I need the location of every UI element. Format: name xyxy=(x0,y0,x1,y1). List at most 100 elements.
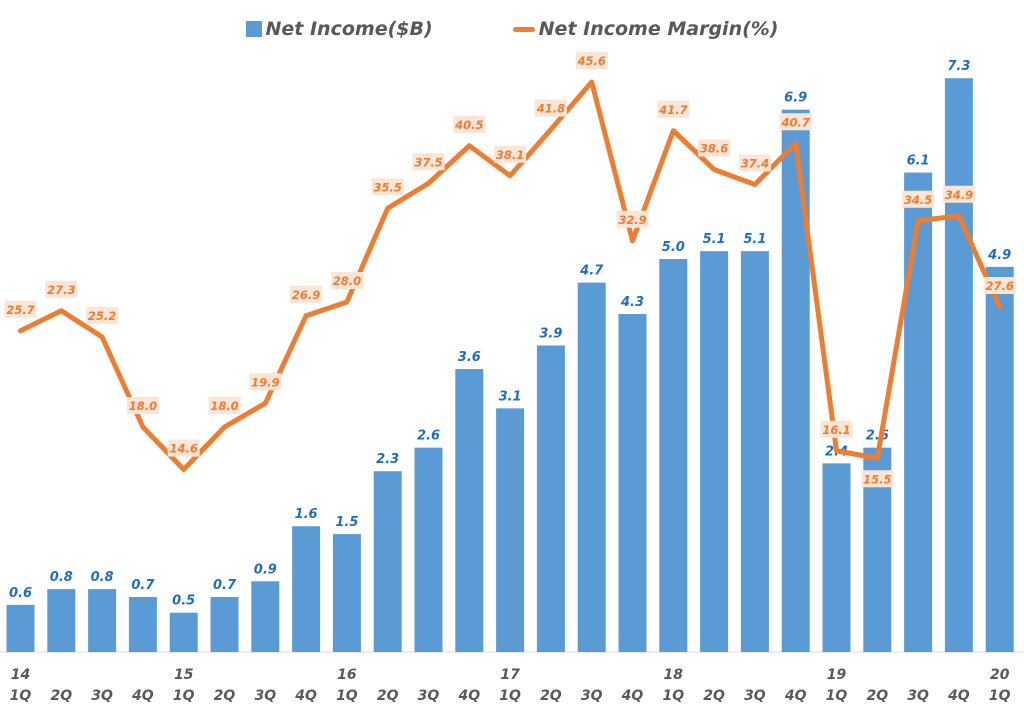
bar xyxy=(822,463,851,652)
bar-data-label: 0.5 xyxy=(172,594,195,609)
x-tick-quarter-label: 1Q xyxy=(336,688,358,704)
line-data-label: 38.1 xyxy=(496,148,524,162)
x-tick-quarter-label: 4Q xyxy=(784,688,807,704)
x-tick-quarter-label: 1Q xyxy=(499,688,521,704)
x-tick-quarter-label: 3Q xyxy=(254,688,276,704)
bar xyxy=(740,251,769,652)
bar xyxy=(88,589,117,652)
line-data-label-bg xyxy=(412,153,445,171)
x-tick-quarter-label: 1Q xyxy=(10,688,32,704)
bar-data-label: 0.9 xyxy=(254,562,277,577)
line-data-label-bg xyxy=(45,280,78,298)
x-tick-year-label: 20 xyxy=(990,667,1010,683)
bar xyxy=(292,526,321,652)
line-data-label-bg xyxy=(902,190,935,208)
line-data-label: 27.6 xyxy=(986,279,1014,293)
line-data-label: 18.0 xyxy=(210,399,238,413)
bar-data-label: 4.9 xyxy=(987,248,1011,263)
bar-data-label: 0.6 xyxy=(9,586,32,601)
x-tick-quarter-label: 3Q xyxy=(91,688,113,704)
line-data-label: 34.5 xyxy=(904,193,932,207)
x-tick-quarter-label: 4Q xyxy=(947,688,970,704)
bar xyxy=(659,259,688,652)
line-data-label: 45.6 xyxy=(577,54,606,68)
line-data-label-bg xyxy=(4,300,37,318)
bar xyxy=(618,314,647,652)
line-data-label-bg xyxy=(820,420,853,438)
bar xyxy=(455,369,484,652)
bar xyxy=(904,172,933,653)
line-data-label: 32.9 xyxy=(618,213,646,227)
legend-line-swatch xyxy=(512,26,535,32)
bar xyxy=(128,596,157,652)
line-data-label: 37.5 xyxy=(414,155,442,169)
line-data-label: 41.8 xyxy=(536,102,565,116)
line-data-label-bg xyxy=(616,210,649,228)
bar-data-label: 0.8 xyxy=(50,570,73,585)
line-data-label-bg xyxy=(494,145,527,163)
line-data-label-bg xyxy=(861,470,894,488)
x-tick-quarter-label: 3Q xyxy=(418,688,440,704)
line-data-label: 40.5 xyxy=(454,118,483,132)
x-tick-quarter-label: 2Q xyxy=(214,688,236,704)
x-tick-quarter-label: 4Q xyxy=(457,688,480,704)
bar xyxy=(332,534,361,652)
bar-data-label: 0.8 xyxy=(91,570,114,585)
bar-data-label: 2.6 xyxy=(866,429,889,444)
line-data-label: 16.1 xyxy=(822,423,850,437)
x-tick-year-label: 17 xyxy=(500,667,520,683)
line-data-label: 41.7 xyxy=(658,103,687,117)
bar-data-label: 5.1 xyxy=(703,232,726,247)
legend: Net Income($B) Net Income Margin(%) xyxy=(0,18,1024,40)
line-data-label: 26.9 xyxy=(292,288,320,302)
bar-data-label: 7.3 xyxy=(947,59,970,74)
line-data-label-bg xyxy=(208,397,241,414)
line-data-label: 18.0 xyxy=(129,399,157,413)
legend-label: Net Income($B) xyxy=(265,18,433,40)
x-tick-quarter-label: 4Q xyxy=(294,688,317,704)
bar-data-label: 0.7 xyxy=(213,578,237,593)
line-data-label-bg xyxy=(126,397,159,414)
line-data-label-bg xyxy=(330,272,363,289)
line-data-label-bg xyxy=(575,52,608,69)
bar-data-label: 2.6 xyxy=(417,429,440,444)
legend-item-margin: Net Income Margin(%) xyxy=(512,18,779,40)
bar xyxy=(47,589,76,652)
x-tick-year-label: 16 xyxy=(337,667,357,683)
bar xyxy=(251,581,280,652)
line-data-label-bg xyxy=(738,154,771,172)
bar-data-label: 4.7 xyxy=(579,264,604,279)
line-data-label-bg xyxy=(983,277,1016,294)
bar-data-label: 4.3 xyxy=(620,295,644,310)
bar-data-label: 1.6 xyxy=(295,507,318,522)
bar xyxy=(373,471,402,652)
bar-data-label: 3.9 xyxy=(539,326,562,341)
line-data-label: 25.2 xyxy=(88,309,116,323)
x-tick-quarter-label: 4Q xyxy=(621,688,644,704)
bar xyxy=(577,282,606,652)
line-data-label: 14.6 xyxy=(170,442,198,456)
line-data-label-bg xyxy=(290,285,323,303)
legend-label: Net Income Margin(%) xyxy=(538,18,779,40)
line-data-label: 37.4 xyxy=(741,157,769,171)
bar-data-label: 5.0 xyxy=(662,240,685,255)
bar-data-label: 5.1 xyxy=(743,232,766,247)
bar xyxy=(210,596,239,652)
line-data-label-bg xyxy=(371,178,404,196)
x-tick-year-label: 18 xyxy=(664,667,684,683)
x-tick-year-label: 15 xyxy=(174,667,194,683)
bar xyxy=(944,78,973,653)
line-data-label: 19.9 xyxy=(251,375,279,389)
x-tick-quarter-label: 4Q xyxy=(131,688,154,704)
bar xyxy=(169,612,198,652)
line-data-label: 25.7 xyxy=(6,303,34,317)
line-data-label: 35.5 xyxy=(374,180,402,194)
bar xyxy=(496,408,525,652)
bar xyxy=(985,266,1014,652)
x-tick-quarter-label: 3Q xyxy=(581,688,603,704)
legend-item-net-income: Net Income($B) xyxy=(245,18,433,40)
x-tick-year-label: 14 xyxy=(11,667,30,683)
line-data-label: 27.3 xyxy=(47,283,75,297)
legend-bar-swatch xyxy=(245,21,262,37)
line-data-label-bg xyxy=(249,373,282,391)
